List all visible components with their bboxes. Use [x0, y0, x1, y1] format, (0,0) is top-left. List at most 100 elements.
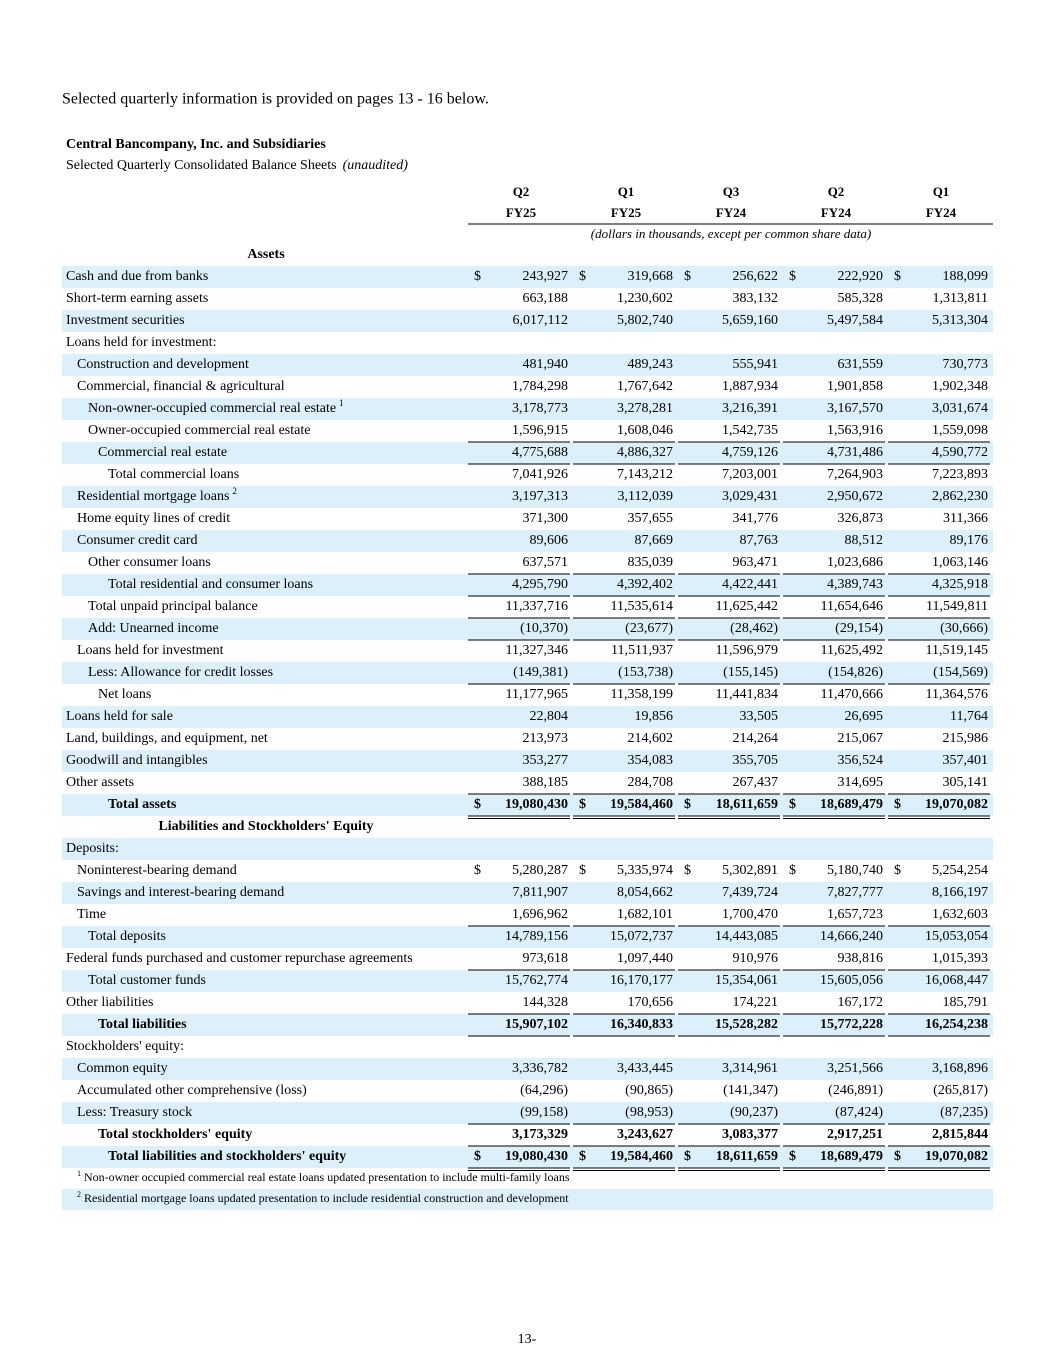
cell-value: 19,070,082 [925, 797, 988, 812]
currency-sign: $ [684, 863, 691, 878]
cell-value: 1,023,686 [827, 555, 883, 570]
cell-value: (98,953) [625, 1105, 673, 1120]
row-label: Cash and due from banks [66, 269, 208, 284]
cell-value: 11,654,646 [821, 599, 883, 614]
cell-value: 15,354,061 [715, 973, 778, 988]
row-shade [62, 530, 993, 552]
label-text: Owner-occupied commercial real estate [88, 423, 310, 438]
row-label: Total assets [108, 797, 177, 812]
currency-sign: $ [579, 1149, 586, 1164]
row-shade [62, 354, 993, 376]
cell-value: 167,172 [838, 995, 884, 1010]
cell-value: 33,505 [740, 709, 779, 724]
label-text: Goodwill and intangibles [66, 753, 208, 768]
cell-value: 11,337,716 [506, 599, 568, 614]
cell-value: 11,625,492 [821, 643, 883, 658]
cell-value: 1,230,602 [617, 291, 673, 306]
cell-value: 19,856 [635, 709, 674, 724]
label-text: Total unpaid principal balance [88, 599, 258, 614]
cell-value: (154,569) [933, 665, 988, 680]
company: Central Bancompany, Inc. and Subsidiarie… [66, 137, 326, 152]
cell-value: 222,920 [838, 269, 884, 284]
subtitle: Selected Quarterly Consolidated Balance … [66, 158, 408, 173]
cell-value: 11,511,937 [611, 643, 673, 658]
cell-value: 555,941 [733, 357, 779, 372]
cell-value: 7,223,893 [932, 467, 988, 482]
cell-value: 5,335,974 [617, 863, 673, 878]
column-year: FY24 [926, 205, 957, 220]
label-text: Consumer credit card [77, 533, 198, 548]
cell-value: 2,950,672 [827, 489, 883, 504]
cell-value: 4,775,688 [512, 445, 568, 460]
row-shade [62, 442, 993, 464]
cell-value: 4,759,126 [722, 445, 778, 460]
cell-value: 663,188 [523, 291, 569, 306]
cell-value: 4,422,441 [722, 577, 778, 592]
row-shade [62, 970, 993, 992]
cell-value: 730,773 [943, 357, 989, 372]
cell-value: 16,340,833 [610, 1017, 673, 1032]
column-quarter: Q2 [513, 184, 530, 199]
row-shade [62, 618, 993, 640]
cell-value: 357,401 [943, 753, 989, 768]
cell-value: 3,029,431 [722, 489, 778, 504]
cell-value: (10,370) [520, 621, 568, 636]
currency-sign: $ [684, 797, 691, 812]
row-shade [62, 662, 993, 684]
cell-value: 383,132 [733, 291, 779, 306]
row-label: Commercial real estate [98, 445, 227, 460]
row-label: Total commercial loans [108, 467, 239, 482]
row-label: Consumer credit card [77, 533, 198, 548]
cell-value: 11,596,979 [716, 643, 778, 658]
cell-value: 14,789,156 [505, 929, 568, 944]
footnote: 1 Non-owner occupied commercial real esta… [77, 1169, 570, 1184]
row-label: Federal funds purchased and customer rep… [66, 951, 413, 966]
cell-value: 1,608,046 [617, 423, 673, 438]
intro: Selected quarterly information is provid… [62, 91, 489, 108]
cell-value: 1,559,098 [932, 423, 988, 438]
cell-value: 7,264,903 [827, 467, 883, 482]
cell-value: 5,180,740 [827, 863, 883, 878]
cell-value: 16,068,447 [925, 973, 988, 988]
currency-sign: $ [894, 797, 901, 812]
cell-value: 15,053,054 [925, 929, 988, 944]
cell-value: (64,296) [520, 1083, 568, 1098]
cell-value: 19,070,082 [925, 1149, 988, 1164]
cell-value: (23,677) [625, 621, 673, 636]
cell-value: 15,605,056 [820, 973, 883, 988]
cell-value: 1,700,470 [722, 907, 778, 922]
row-shade [62, 574, 993, 596]
cell-value: 284,708 [628, 775, 674, 790]
cell-value: 4,392,402 [617, 577, 673, 592]
cell-value: (28,462) [730, 621, 778, 636]
cell-value: 22,804 [530, 709, 569, 724]
cell-value: 144,328 [523, 995, 569, 1010]
label-text: Total deposits [88, 929, 166, 944]
row-label: Short-term earning assets [66, 291, 208, 306]
label-text: Total assets [108, 797, 177, 812]
label-text: Land, buildings, and equipment, net [66, 731, 268, 746]
cell-value: 11,535,614 [611, 599, 673, 614]
label-text: Noninterest-bearing demand [77, 863, 237, 878]
label-text: Short-term earning assets [66, 291, 208, 306]
subtitle-note: (unaudited) [343, 158, 409, 173]
cell-value: 11,549,811 [926, 599, 988, 614]
currency-sign: $ [474, 269, 481, 284]
row-label: Deposits: [66, 841, 119, 856]
column-year: FY25 [506, 205, 537, 220]
cell-value: 170,656 [628, 995, 674, 1010]
cell-value: (153,738) [618, 665, 673, 680]
label-text: Other consumer loans [88, 555, 211, 570]
cell-value: 4,731,486 [827, 445, 883, 460]
footnote-mark: 2 [77, 1190, 81, 1199]
label-text: Cash and due from banks [66, 269, 208, 284]
row-label: Net loans [98, 687, 151, 702]
row-shade [62, 1189, 993, 1210]
cell-value: 1,542,735 [722, 423, 778, 438]
cell-value: 256,622 [733, 269, 779, 284]
row-label: Other liabilities [66, 995, 153, 1010]
row-label: Total liabilities [98, 1017, 187, 1032]
cell-value: (141,347) [723, 1083, 778, 1098]
row-label: Total deposits [88, 929, 166, 944]
cell-value: (29,154) [835, 621, 883, 636]
